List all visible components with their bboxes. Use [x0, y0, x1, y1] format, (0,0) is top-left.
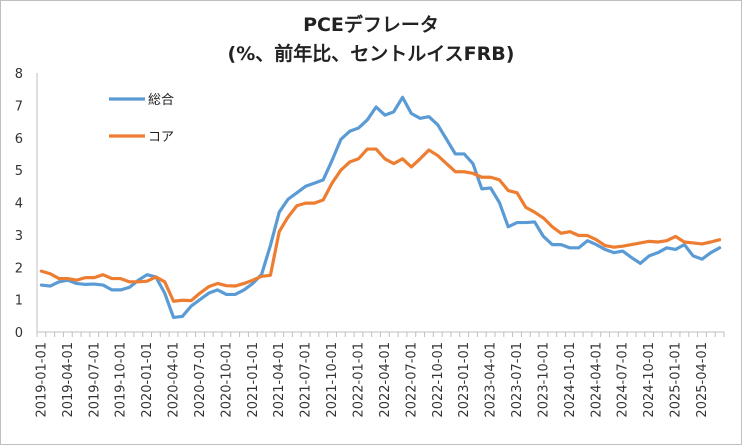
- y-tick-label: 8: [15, 67, 23, 82]
- y-tick-label: 2: [15, 261, 23, 276]
- y-tick-label: 1: [15, 294, 23, 309]
- series-layer: [39, 95, 722, 320]
- y-tick-label: 5: [15, 164, 23, 179]
- x-tick-label: 2019-10-01: [114, 342, 129, 418]
- y-tick-label: 0: [15, 326, 23, 341]
- x-tick-label: 2020-04-01: [167, 342, 182, 418]
- x-tick-label: 2022-01-01: [351, 342, 366, 418]
- x-tick-label: 2020-10-01: [219, 342, 234, 418]
- x-tick-label: 2020-01-01: [140, 342, 155, 418]
- x-tick-label: 2019-01-01: [34, 342, 49, 418]
- x-tick-label: 2022-07-01: [404, 342, 419, 418]
- y-tick-label: 7: [15, 99, 23, 114]
- series-line-core: [39, 147, 722, 303]
- x-tick-label: 2024-07-01: [616, 342, 631, 418]
- series-line-headline: [39, 95, 722, 320]
- chart-title-line-1: PCEデフレータ: [303, 13, 439, 36]
- x-tick-label: 2021-01-01: [246, 342, 261, 418]
- y-tick-label: 3: [15, 229, 23, 244]
- x-tick-label: 2024-10-01: [642, 342, 657, 418]
- x-tick-label: 2020-07-01: [193, 342, 208, 418]
- x-tick-label: 2021-04-01: [272, 342, 287, 418]
- legend-label: コア: [148, 130, 174, 145]
- x-tick-label: 2022-04-01: [378, 342, 393, 418]
- x-tick-label: 2023-07-01: [510, 342, 525, 418]
- x-tick-label: 2022-10-01: [431, 342, 446, 418]
- x-tick-label: 2024-01-01: [563, 342, 578, 418]
- y-tick-label: 4: [15, 197, 23, 212]
- x-tick-label: 2019-04-01: [61, 342, 76, 418]
- x-tick-label: 2019-07-01: [87, 342, 102, 418]
- axes-layer: 0 1 2 3 4 5 6 7 8 2019-01-01 2019-04-01 2019-07-01 2…: [15, 67, 725, 418]
- x-tick-label: 2024-04-01: [589, 342, 604, 418]
- x-tick-label: 2023-04-01: [484, 342, 499, 418]
- x-tick-label: 2021-10-01: [325, 342, 340, 418]
- chart-title-line-2: (%、前年比、セントルイスFRB): [228, 42, 515, 65]
- x-tick-label: 2021-07-01: [299, 342, 314, 418]
- x-tick-label: 2025-01-01: [669, 342, 684, 418]
- legend-label: 総合: [148, 93, 174, 108]
- x-tick-label: 2023-01-01: [457, 342, 472, 418]
- y-tick-label: 6: [15, 132, 23, 147]
- x-tick-label: 2025-04-01: [695, 342, 710, 418]
- x-tick-label: 2023-10-01: [536, 342, 551, 418]
